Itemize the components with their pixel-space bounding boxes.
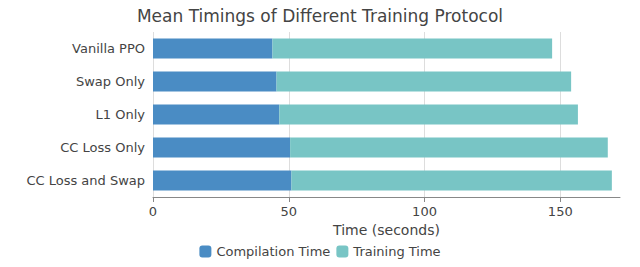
svg-text:Time (seconds): Time (seconds)	[332, 222, 440, 238]
svg-text:Compilation Time: Compilation Time	[216, 244, 330, 259]
svg-text:Training Time: Training Time	[352, 244, 440, 259]
svg-text:Swap Only: Swap Only	[76, 74, 145, 89]
svg-text:Mean Timings of Different Trai: Mean Timings of Different Training Proto…	[137, 6, 503, 26]
svg-text:L1 Only: L1 Only	[96, 107, 146, 122]
svg-text:Vanilla PPO: Vanilla PPO	[72, 41, 145, 56]
svg-text:CC Loss and Swap: CC Loss and Swap	[26, 173, 145, 188]
svg-text:CC Loss Only: CC Loss Only	[60, 140, 145, 155]
svg-text:150: 150	[548, 204, 573, 219]
svg-text:100: 100	[412, 204, 437, 219]
svg-text:50: 50	[280, 204, 297, 219]
svg-text:0: 0	[149, 204, 157, 219]
